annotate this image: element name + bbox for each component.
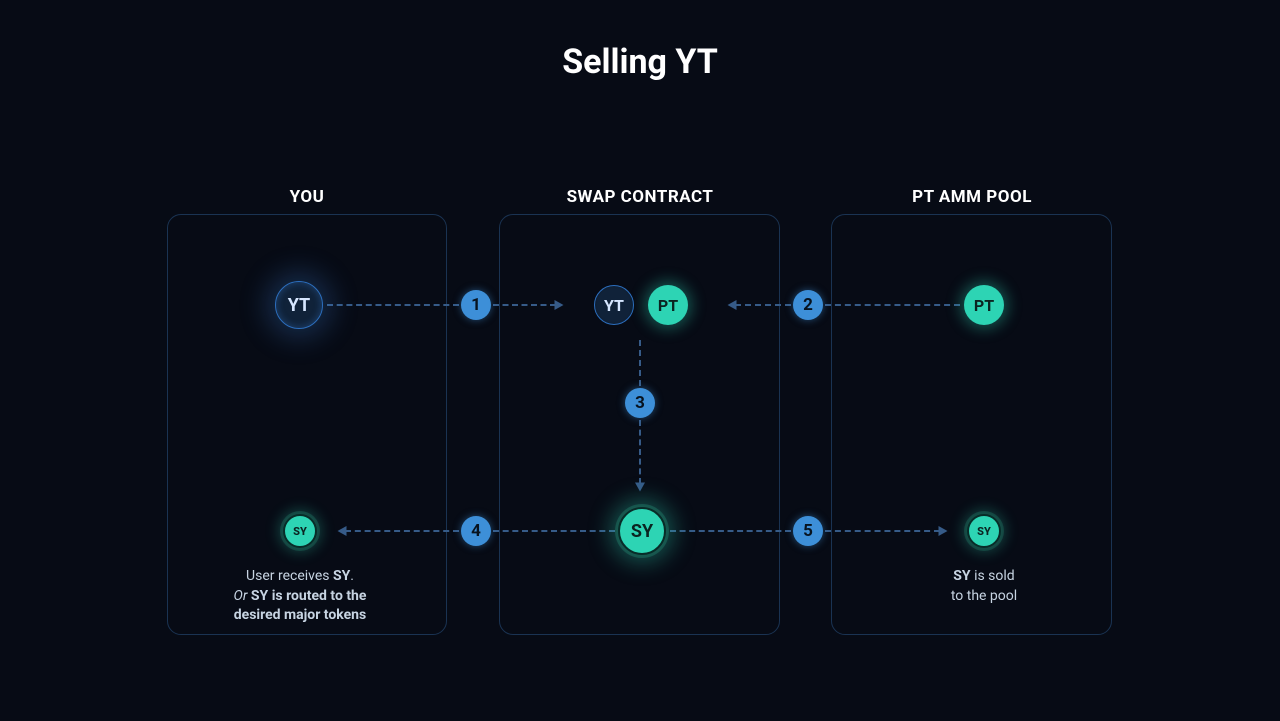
caption-pool-l1-b: SY — [953, 568, 970, 584]
caption-you-l1-b: SY — [333, 568, 350, 584]
token-sy-you: SY — [283, 514, 317, 548]
edge-a5a — [670, 530, 791, 532]
token-yt-swap: YT — [594, 285, 634, 325]
caption-you-l1-pre: User receives — [246, 568, 333, 584]
page-title: Selling YT — [562, 42, 718, 82]
arrowhead-a2b — [728, 300, 737, 310]
edge-a3b — [639, 420, 641, 484]
edge-a4a — [493, 530, 615, 532]
edge-a1b — [493, 304, 556, 306]
caption-you-l1-post: . — [350, 568, 354, 584]
step-4: 4 — [461, 516, 491, 546]
col-label-you: YOU — [290, 187, 325, 207]
caption-you-l2-b: SY is routed to the — [251, 588, 367, 604]
caption-you: User receives SY. Or SY is routed to the… — [234, 567, 367, 626]
token-yt-you: YT — [275, 281, 323, 329]
token-sy-swap: SY — [618, 507, 666, 555]
token-pt-pool: PT — [964, 285, 1004, 325]
caption-pool-l1-post: is sold — [971, 568, 1015, 584]
edge-a2a — [825, 304, 960, 306]
edge-a4b — [345, 530, 459, 532]
col-label-pool: PT AMM POOL — [912, 187, 1032, 207]
arrowhead-a1b — [555, 300, 564, 310]
caption-pool-l2: to the pool — [951, 588, 1017, 604]
step-5: 5 — [793, 516, 823, 546]
step-1: 1 — [461, 290, 491, 320]
col-label-swap: SWAP CONTRACT — [567, 187, 714, 207]
caption-you-l2-i: Or — [234, 588, 251, 604]
token-pt-swap: PT — [648, 285, 688, 325]
step-2: 2 — [793, 290, 823, 320]
caption-you-l3-b: desired major tokens — [234, 607, 366, 623]
arrowhead-a4b — [338, 526, 347, 536]
edge-a5b — [825, 530, 940, 532]
caption-pool: SY is sold to the pool — [951, 567, 1017, 606]
step-3: 3 — [625, 388, 655, 418]
token-sy-pool: SY — [967, 514, 1001, 548]
edge-a1a — [327, 304, 459, 306]
arrowhead-a3b — [635, 483, 645, 492]
edge-a2b — [735, 304, 791, 306]
edge-a3a — [639, 340, 641, 386]
arrowhead-a5b — [939, 526, 948, 536]
